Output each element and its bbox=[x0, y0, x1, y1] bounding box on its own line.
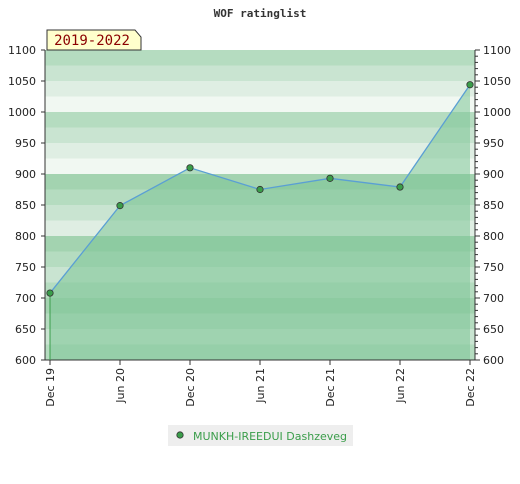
x-tick-label: Dec 21 bbox=[324, 368, 337, 407]
period-label: 2019-2022 bbox=[54, 33, 130, 49]
band-5 bbox=[45, 127, 475, 144]
band-1 bbox=[45, 65, 475, 82]
x-tick-label: Dec 20 bbox=[184, 368, 197, 407]
data-point bbox=[256, 185, 264, 194]
x-tick-label: Dec 19 bbox=[44, 368, 57, 407]
x-tick-label: Jun 20 bbox=[114, 368, 127, 404]
band-4 bbox=[45, 112, 475, 128]
y-tick-label-right: 850 bbox=[483, 199, 504, 212]
x-tick-label: Dec 22 bbox=[464, 368, 477, 407]
period-badge: 2019-2022 bbox=[46, 29, 142, 51]
y-tick-label-right: 750 bbox=[483, 261, 504, 274]
y-tick-label-right: 1000 bbox=[483, 106, 511, 119]
data-point bbox=[186, 164, 194, 172]
period-badge-frame bbox=[46, 29, 142, 51]
y-tick-label-right: 800 bbox=[483, 230, 504, 243]
data-point bbox=[466, 81, 474, 89]
y-tick-label-right: 1050 bbox=[483, 75, 511, 88]
y-tick-label-left: 800 bbox=[15, 230, 36, 243]
band-0 bbox=[45, 50, 475, 66]
y-tick-label-left: 900 bbox=[15, 168, 36, 181]
chart-title: WOF ratinglist bbox=[214, 7, 307, 20]
legend-marker bbox=[176, 431, 184, 439]
axes: 600 600 650 650 700 700 750 750 800 800 850 850 900 9… bbox=[8, 44, 511, 407]
data-point bbox=[116, 202, 124, 210]
series-layer bbox=[46, 81, 474, 360]
y-tick-label-left: 850 bbox=[15, 199, 36, 212]
band-2 bbox=[45, 81, 475, 97]
series-area bbox=[50, 84, 470, 360]
y-tick-label-left: 1050 bbox=[8, 75, 36, 88]
y-tick-label-right: 700 bbox=[483, 292, 504, 305]
data-point bbox=[396, 183, 404, 191]
y-tick-label-left: 750 bbox=[15, 261, 36, 274]
y-tick-label-left: 650 bbox=[15, 323, 36, 336]
band-6 bbox=[45, 143, 475, 159]
x-tick-label: Jun 22 bbox=[394, 368, 407, 404]
y-tick-label-right: 600 bbox=[483, 354, 504, 367]
x-tick-label: Jun 21 bbox=[254, 368, 267, 404]
legend-series-name: MUNKH-IREEDUI Dashzeveg bbox=[193, 430, 347, 443]
y-tick-label-left: 950 bbox=[15, 137, 36, 150]
y-tick-label-right: 1100 bbox=[483, 44, 511, 57]
area-layer bbox=[50, 84, 470, 360]
y-tick-label-right: 950 bbox=[483, 137, 504, 150]
y-tick-label-left: 1100 bbox=[8, 44, 36, 57]
y-tick-label-right: 900 bbox=[483, 168, 504, 181]
y-tick-label-left: 1000 bbox=[8, 106, 36, 119]
band-7 bbox=[45, 158, 475, 175]
data-point bbox=[46, 289, 54, 297]
y-tick-label-right: 650 bbox=[483, 323, 504, 336]
y-tick-label-left: 600 bbox=[15, 354, 36, 367]
y-tick-label-left: 700 bbox=[15, 292, 36, 305]
legend[interactable]: MUNKH-IREEDUI Dashzeveg bbox=[168, 425, 353, 446]
band-3 bbox=[45, 96, 475, 113]
legend-background bbox=[168, 425, 353, 446]
data-point bbox=[326, 174, 334, 182]
